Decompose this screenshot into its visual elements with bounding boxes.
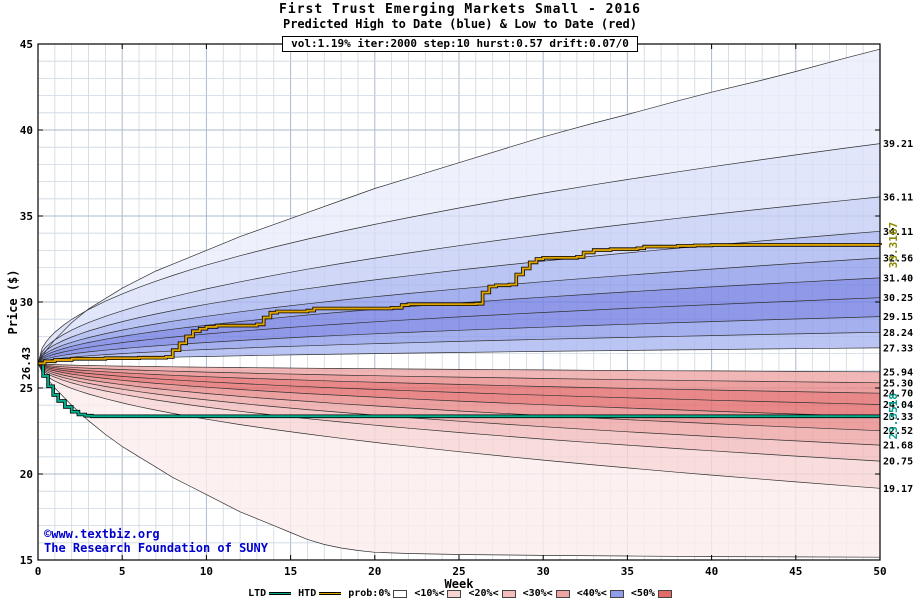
legend-label: HTD [298, 588, 317, 599]
y-tick-label: 20 [20, 468, 33, 481]
watermark-site: ©www.textbiz.org [44, 527, 160, 541]
high-band-4 [38, 258, 880, 364]
legend-item-40: <40%< [577, 588, 624, 599]
right-value-label: 29.15 [883, 312, 913, 323]
high-band-1 [38, 143, 880, 364]
right-value-label: 22.52 [883, 426, 913, 437]
start-price-label: 26.43 [20, 347, 33, 380]
legend-label: <20%< [468, 588, 499, 599]
right-value-label: 27.33 [883, 343, 913, 354]
watermark-org: The Research Foundation of SUNY [44, 541, 268, 555]
x-tick-label: 10 [200, 565, 213, 578]
high-band-5 [38, 277, 880, 364]
high-band-0 [38, 49, 880, 364]
high-band-3 [38, 231, 880, 364]
ltd-line [38, 362, 880, 418]
low-band-8 [38, 363, 880, 558]
legend-item-ltd: LTD [248, 588, 292, 599]
legend-swatch [319, 592, 342, 595]
x-tick-label: 30 [537, 565, 550, 578]
x-tick-label: 50 [873, 565, 886, 578]
right-value-label: 23.33 [883, 412, 913, 423]
legend-item-20: <20%< [468, 588, 516, 599]
legend-label: <30%< [522, 588, 553, 599]
right-value-label: 24.70 [883, 389, 913, 400]
right-value-label: 36.11 [883, 192, 913, 203]
y-tick-label: 45 [20, 38, 33, 51]
x-tick-label: 15 [284, 565, 297, 578]
low-band-6 [38, 363, 880, 462]
low-band-1 [38, 363, 880, 394]
right-value-label: 32.56 [883, 253, 913, 264]
legend-label: LTD [248, 588, 267, 599]
x-tick-label: 40 [705, 565, 718, 578]
band-boundary-lines [37, 48, 881, 558]
watermark: ©www.textbiz.org The Research Foundation… [44, 527, 268, 555]
legend-label: <10%< [414, 588, 445, 599]
x-tick-label: 0 [35, 565, 42, 578]
x-tick-label: 25 [452, 565, 465, 578]
right-value-label: 19.17 [883, 484, 913, 495]
legend-swatch [269, 592, 292, 595]
y-tick-label: 40 [20, 124, 33, 137]
y-axis-title: Price ($) [6, 269, 20, 335]
legend-swatch [393, 589, 408, 598]
x-tick-label: 5 [119, 565, 126, 578]
low-band-3 [38, 363, 880, 417]
right-value-label: 21.68 [883, 441, 913, 452]
legend-item-50: <50% [631, 588, 672, 599]
probability-bands [38, 49, 880, 558]
legend-swatch [447, 589, 462, 598]
right-value-label: 28.24 [883, 328, 913, 339]
y-tick-label: 15 [20, 554, 33, 567]
legend-item-prob0: prob:0% [348, 588, 408, 599]
legend-item-10: <10%< [414, 588, 462, 599]
right-value-label: 25.30 [883, 378, 913, 389]
high-band-6 [38, 297, 880, 364]
legend-label: prob:0% [348, 588, 391, 599]
low-band-7 [38, 363, 880, 489]
legend-label: <50% [630, 588, 655, 599]
y-tick-label: 30 [20, 296, 33, 309]
axis-ticks [37, 43, 881, 561]
x-tick-label: 35 [621, 565, 634, 578]
y-tick-label: 35 [20, 210, 33, 223]
x-axis-title: Week [444, 577, 474, 591]
right-value-label: 20.75 [883, 457, 913, 468]
htd-final-label: 33.3167 [887, 222, 900, 268]
low-band-0 [38, 363, 880, 383]
low-band-4 [38, 363, 880, 431]
high-band-2 [38, 196, 880, 364]
right-value-label: 31.40 [883, 273, 913, 284]
right-value-label: 30.25 [883, 293, 913, 304]
htd-line [38, 243, 881, 365]
x-tick-label: 20 [368, 565, 381, 578]
legend-swatch [609, 589, 624, 598]
low-band-2 [38, 363, 880, 405]
legend: LTD HTD prob:0% <10%< <20%< <30%< <40%< <50% [0, 588, 920, 599]
legend-swatch [657, 589, 672, 598]
x-tick-label: 45 [789, 565, 802, 578]
legend-item-htd: HTD [298, 588, 342, 599]
y-tick-label: 25 [20, 382, 33, 395]
high-band-7 [38, 316, 880, 364]
legend-swatch [555, 589, 570, 598]
right-value-label: 39.21 [883, 139, 913, 150]
right-value-label: 24.04 [883, 400, 913, 411]
right-value-label: 34.11 [883, 227, 913, 238]
legend-swatch [501, 589, 516, 598]
legend-item-30: <30%< [523, 588, 570, 599]
low-band-5 [38, 363, 880, 446]
legend-label: <40%< [576, 588, 607, 599]
right-value-label: 25.94 [883, 367, 913, 378]
ltd-final-label: 23.3518 [887, 393, 900, 439]
